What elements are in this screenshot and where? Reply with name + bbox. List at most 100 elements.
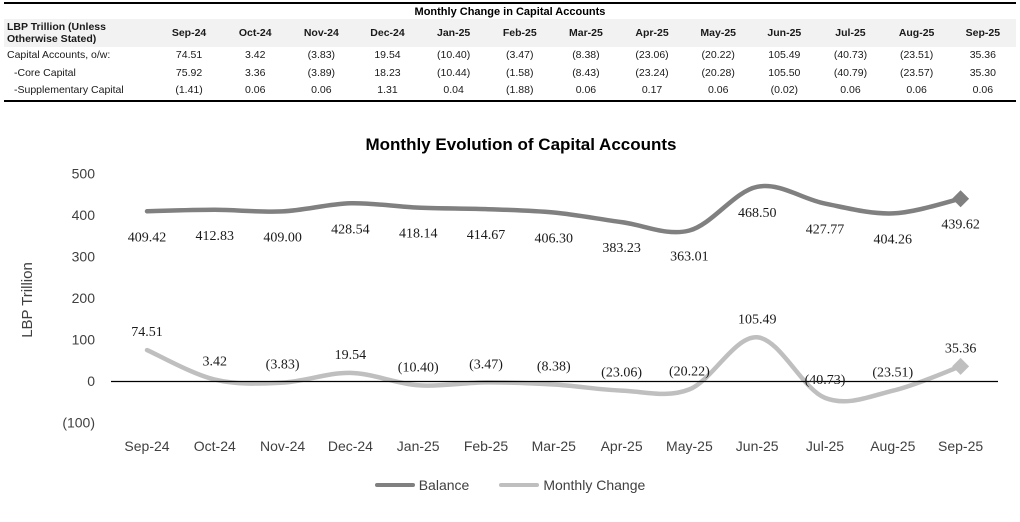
legend-item-monthly-change: Monthly Change [499, 477, 645, 493]
table-cell: (8.38) [552, 47, 619, 65]
y-axis-tick-label: 200 [72, 290, 96, 306]
chart-legend: Balance Monthly Change [0, 473, 1020, 497]
table-column-header: Apr-25 [618, 19, 686, 48]
y-axis-tick-label: 400 [72, 207, 96, 223]
table-cell: 35.30 [949, 64, 1016, 83]
balance-data-label: 383.23 [602, 241, 641, 256]
table-cell: 0.06 [288, 82, 355, 102]
table-cell: 0.06 [685, 82, 752, 102]
table-cell: (23.24) [618, 64, 686, 83]
x-axis-tick-label: Jul-25 [806, 438, 844, 454]
monthly-change-data-label: (10.40) [398, 360, 439, 375]
table-cell: (0.02) [751, 82, 818, 102]
balance-data-label: 428.54 [331, 222, 370, 237]
table-cell: 74.51 [156, 47, 223, 65]
table-cell: (3.89) [288, 64, 355, 83]
table-cell: 105.50 [751, 64, 818, 83]
table-cell: 0.06 [883, 82, 950, 102]
monthly-change-data-label: (3.47) [469, 357, 503, 372]
table-column-header: May-25 [685, 19, 752, 48]
capital-accounts-table: Monthly Change in Capital Accounts LBP T… [4, 2, 1016, 103]
table-cell: (20.22) [685, 47, 752, 65]
table-cell: 105.49 [751, 47, 818, 65]
balance-data-label: 406.30 [535, 232, 574, 247]
table-cell: (40.79) [817, 64, 884, 83]
legend-item-balance: Balance [374, 477, 470, 493]
balance-data-label: 468.50 [738, 206, 777, 221]
balance-line [144, 183, 963, 235]
table-cell: (23.51) [883, 47, 950, 65]
table-column-header: Sep-25 [949, 19, 1016, 48]
y-axis-tick-label: 0 [87, 373, 95, 389]
monthly-change-data-label: (3.83) [266, 358, 300, 373]
table-column-header: Sep-24 [156, 19, 223, 48]
balance-data-label: 418.14 [399, 227, 438, 242]
table-cell: 75.92 [156, 64, 223, 83]
x-axis-tick-label: Jun-25 [736, 438, 779, 454]
monthly-change-data-label: 105.49 [738, 312, 777, 327]
balance-data-label: 412.83 [196, 229, 235, 244]
table-column-header: Jul-25 [817, 19, 884, 48]
x-axis-tick-label: Nov-24 [260, 438, 305, 454]
table-column-header: Aug-25 [883, 19, 950, 48]
x-axis-tick-label: Dec-24 [328, 438, 373, 454]
y-axis-tick-label: 100 [72, 332, 96, 348]
table-cell: 35.36 [949, 47, 1016, 65]
table-cell: 0.06 [222, 82, 289, 102]
table-cell: 1.31 [354, 82, 421, 102]
table-column-header: Nov-24 [288, 19, 355, 48]
balance-data-label: 427.77 [806, 223, 845, 238]
y-axis-tick-label: 500 [72, 166, 96, 182]
table-column-header: Jun-25 [751, 19, 818, 48]
balance-endpoint-marker [952, 190, 970, 208]
table-cell: 0.04 [420, 82, 487, 102]
table-column-header: Jan-25 [420, 19, 487, 48]
table-row-label: Capital Accounts, o/w: [4, 47, 156, 65]
table-cell: (23.06) [618, 47, 686, 65]
balance-data-label: 409.42 [128, 230, 167, 245]
balance-data-label: 409.00 [263, 230, 302, 245]
balance-data-label: 439.62 [941, 218, 980, 233]
table-row: -Supplementary Capital (1.41) 0.06 0.06 1.31… [4, 82, 1016, 102]
table-column-header: Oct-24 [222, 19, 289, 48]
table-cell: 19.54 [354, 47, 421, 65]
y-axis-tick-label: (100) [62, 414, 95, 430]
table-column-header: Dec-24 [354, 19, 421, 48]
monthly-change-data-label: (23.06) [601, 366, 642, 381]
x-axis-tick-label: May-25 [666, 438, 713, 454]
monthly-change-data-label: (40.73) [805, 373, 846, 388]
monthly-change-data-label: (8.38) [537, 359, 571, 374]
balance-data-label: 404.26 [874, 232, 913, 247]
table-column-header: Feb-25 [486, 19, 553, 48]
table-row-header-label: LBP Trillion (Unless Otherwise Stated) [4, 19, 156, 48]
table-header-row: LBP Trillion (Unless Otherwise Stated) S… [4, 19, 1016, 48]
table-row-label: -Core Capital [4, 64, 156, 83]
monthly-change-data-label: 74.51 [131, 325, 163, 340]
table-cell: (20.28) [685, 64, 752, 83]
monthly-change-data-label: 35.36 [945, 341, 977, 356]
table-cell: (1.88) [486, 82, 553, 102]
x-axis-tick-label: Jan-25 [397, 438, 440, 454]
table-cell: (1.58) [486, 64, 553, 83]
table-cell: 0.06 [552, 82, 619, 102]
table-cell: (3.47) [486, 47, 553, 65]
x-axis-tick-label: Oct-24 [194, 438, 236, 454]
balance-data-label: 363.01 [670, 249, 709, 264]
legend-swatch-monthly-change-line [499, 483, 540, 487]
table-cell: (1.41) [156, 82, 223, 102]
table-body: Capital Accounts, o/w: 74.51 3.42 (3.83) 19.… [4, 47, 1016, 102]
table-cell: 0.06 [817, 82, 884, 102]
table-cell: 18.23 [354, 64, 421, 83]
table-column-header: Mar-25 [552, 19, 619, 48]
capital-accounts-chart: Monthly Evolution of Capital Accounts LBP… [19, 135, 998, 454]
x-axis-tick-label: Sep-24 [124, 438, 169, 454]
monthly-change-data-label: 3.42 [203, 355, 228, 370]
table-row: -Core Capital 75.92 3.36 (3.89) 18.23 (10.44)… [4, 64, 1016, 83]
legend-label-balance: Balance [418, 477, 470, 493]
balance-data-label: 414.67 [467, 228, 506, 243]
chart-title: Monthly Evolution of Capital Accounts [365, 135, 676, 154]
table-cell: (23.57) [883, 64, 950, 83]
table-cell: (10.40) [420, 47, 487, 65]
table-cell: 0.17 [618, 82, 686, 102]
table-cell: (8.43) [552, 64, 619, 83]
